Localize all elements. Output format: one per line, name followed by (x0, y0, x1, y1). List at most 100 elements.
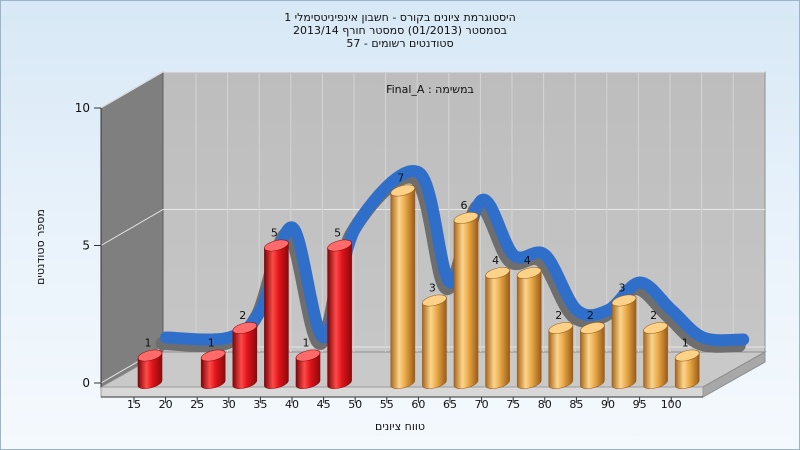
x-tick-label: 90 (601, 398, 615, 411)
histogram-bar (264, 239, 289, 389)
x-tick-label: 65 (443, 398, 457, 411)
bar-body (611, 297, 637, 389)
bar-body (453, 215, 479, 389)
x-tick-label: 80 (538, 398, 552, 411)
bar-body (516, 270, 542, 389)
x-tick-label: 100 (661, 398, 682, 411)
y-tick-label: 0 (82, 376, 90, 390)
bar-value-label: 3 (429, 282, 436, 295)
bar-body (295, 352, 321, 389)
x-tick-label: 50 (348, 398, 362, 411)
bar-body (643, 325, 668, 389)
bar-value-label: 7 (397, 172, 404, 185)
bar-cap (611, 294, 637, 307)
bars-group (137, 184, 700, 389)
bar-cap (422, 294, 447, 307)
bar-body (674, 352, 700, 389)
x-tick-label: 70 (475, 398, 489, 411)
bar-cap (643, 322, 668, 334)
x-tick-label: 45 (317, 398, 331, 411)
bar-value-label: 2 (555, 309, 562, 322)
bar-cap (295, 349, 321, 362)
x-tick-label: 25 (190, 398, 204, 411)
bar-value-label: 4 (492, 254, 499, 267)
bar-body (548, 325, 574, 389)
bar-value-label: 5 (334, 227, 341, 240)
bar-body (327, 242, 352, 389)
histogram-bar (643, 322, 668, 389)
bar-cap (516, 267, 542, 279)
x-tick-label: 15 (127, 398, 141, 411)
bar-cap (137, 349, 163, 362)
bar-value-label: 4 (524, 254, 531, 267)
plot-side-wall (100, 71, 164, 388)
bar-value-label: 1 (145, 337, 152, 350)
x-tick-label: 30 (222, 398, 236, 411)
bar-body (200, 352, 226, 389)
histogram-bar (422, 294, 447, 389)
chart-title-line-3: סטודנטים רשומים - 57 (346, 37, 454, 50)
x-tick-label: 95 (633, 398, 647, 411)
x-tick-label: 60 (411, 398, 425, 411)
x-tick-label: 40 (285, 398, 299, 411)
histogram-bar (580, 322, 605, 389)
bar-cap (453, 212, 479, 224)
histogram-bar (327, 239, 352, 389)
bar-body (390, 187, 416, 389)
histogram-bar (485, 267, 510, 389)
bar-cap (232, 322, 258, 334)
x-tick-label: 55 (380, 398, 394, 411)
x-tick-label: 20 (159, 398, 173, 411)
bar-cap (390, 184, 416, 197)
bar-value-label: 3 (619, 282, 626, 295)
bar-value-label: 2 (239, 309, 246, 322)
subtitle-label: במשימה : Final_A (386, 83, 474, 96)
histogram-bar (295, 349, 321, 389)
gridlines (100, 71, 765, 384)
bar-body (580, 325, 605, 389)
bar-value-label: 2 (587, 309, 594, 322)
histogram-bar (674, 349, 700, 389)
bar-cap (674, 349, 700, 362)
x-axis-title: טווח ציונים (375, 420, 425, 433)
plot-front-edge (100, 386, 704, 398)
bar-value-label: 2 (650, 309, 657, 322)
bar-body (232, 325, 258, 389)
bar-cap (580, 322, 605, 334)
bar-cap (200, 349, 226, 362)
bar-value-labels: 1 1 2 5 1 5 7 3 6 4 4 2 2 3 2 1 (145, 172, 689, 350)
gridline-y (100, 209, 765, 246)
bar-cap (485, 267, 510, 279)
bar-body (422, 297, 447, 389)
histogram-bar (453, 212, 479, 389)
bar-value-label: 1 (682, 337, 689, 350)
bar-cap (327, 239, 352, 252)
histogram-bar (390, 184, 416, 389)
bar-body (485, 270, 510, 389)
histogram-bar (611, 294, 637, 389)
histogram-bar (200, 349, 226, 389)
bar-value-label: 1 (208, 337, 215, 350)
bar-value-label: 1 (303, 337, 310, 350)
x-tick-label: 75 (506, 398, 520, 411)
gridline-y (100, 71, 765, 109)
histogram-bar (548, 322, 574, 389)
bar-value-label: 5 (271, 227, 278, 240)
histogram-bar (516, 267, 542, 389)
bar-body (137, 352, 163, 389)
bar-cap (264, 239, 289, 252)
x-tick-label: 35 (253, 398, 267, 411)
bar-value-label: 6 (461, 199, 468, 212)
chart-title-line-1: היסטוגרמת ציונים בקורס - חשבון אינפיניטס… (284, 11, 516, 24)
x-tick-label: 85 (569, 398, 583, 411)
histogram-bar (232, 322, 258, 389)
bar-cap (548, 322, 574, 334)
chart-title-line-2: בסמסטר (01/2013) סמסטר חורף 2013/14 (293, 24, 507, 37)
y-tick-label: 5 (82, 239, 90, 253)
y-tick-label: 10 (75, 101, 90, 115)
bar-body (264, 242, 289, 389)
histogram-bar (137, 349, 163, 389)
y-axis-title: מספר סטודנטים (34, 209, 47, 285)
